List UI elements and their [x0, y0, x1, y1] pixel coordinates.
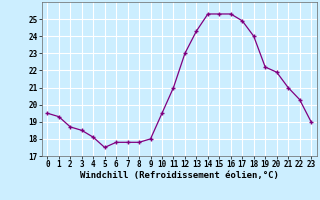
X-axis label: Windchill (Refroidissement éolien,°C): Windchill (Refroidissement éolien,°C): [80, 171, 279, 180]
